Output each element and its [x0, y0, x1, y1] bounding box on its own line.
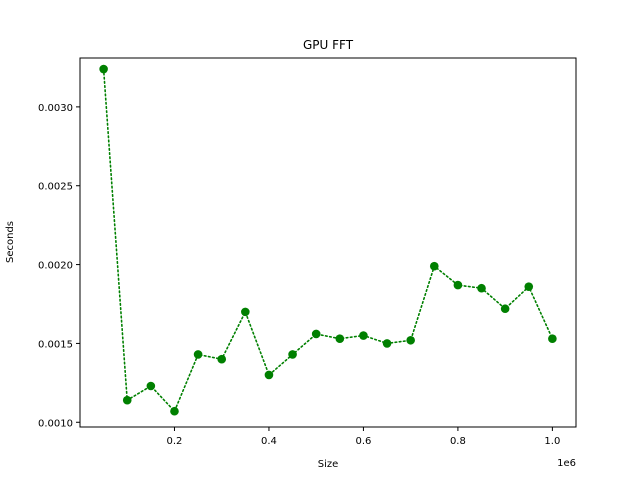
x-axis-offset-label: 1e6: [557, 458, 576, 469]
data-point: [359, 331, 368, 340]
y-tick-label: 0.0030: [38, 103, 73, 114]
y-tick-label: 0.0025: [38, 182, 73, 193]
data-point: [288, 350, 297, 359]
x-tick-label: 0.8: [450, 436, 466, 447]
plot-frame: [79, 57, 577, 428]
data-point: [193, 350, 203, 359]
data-point: [429, 261, 439, 271]
data-point: [146, 381, 156, 391]
data-point: [477, 283, 486, 293]
x-tick-label: 0.6: [355, 436, 371, 447]
data-point: [406, 335, 415, 345]
data-point: [453, 280, 463, 290]
data-point: [548, 334, 557, 343]
data-point: [241, 307, 250, 317]
y-tick-label: 0.0010: [38, 418, 73, 429]
y-tick-label: 0.0020: [38, 261, 73, 272]
data-point: [99, 64, 108, 74]
plot-area: 0.2 0.4 0.6 0.8 1.0 0.0010 0.0015 0.0020 0.0025 0…: [38, 64, 560, 447]
data-point: [382, 339, 392, 348]
x-tick-label: 0.2: [167, 436, 183, 447]
data-point: [500, 304, 510, 314]
data-point: [170, 406, 179, 416]
data-point: [217, 354, 227, 364]
data-point: [524, 282, 534, 291]
data-point: [264, 370, 274, 380]
data-point: [335, 334, 345, 343]
x-tick-label: 1.0: [544, 436, 560, 447]
x-tick-label: 0.4: [261, 436, 277, 447]
y-axis-label: Seconds: [5, 221, 16, 263]
y-tick-label: 0.0015: [38, 339, 73, 350]
x-axis-label: Size: [318, 459, 339, 470]
chart-title: GPU FFT: [303, 38, 354, 52]
data-point: [311, 329, 321, 339]
data-point: [122, 395, 132, 405]
